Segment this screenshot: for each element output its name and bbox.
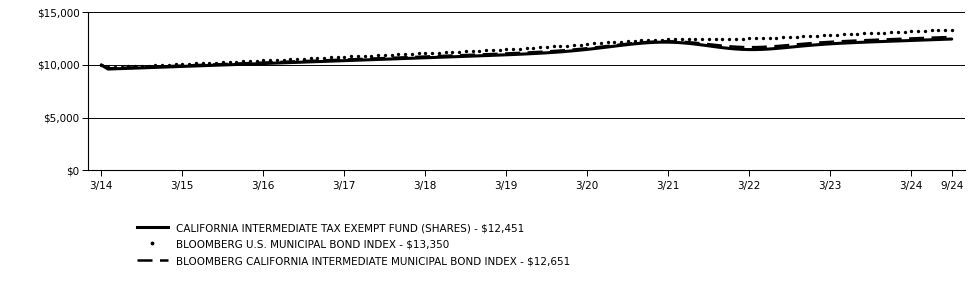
Legend: CALIFORNIA INTERMEDIATE TAX EXEMPT FUND (SHARES) - $12,451, BLOOMBERG U.S. MUNIC: CALIFORNIA INTERMEDIATE TAX EXEMPT FUND … — [136, 223, 570, 266]
